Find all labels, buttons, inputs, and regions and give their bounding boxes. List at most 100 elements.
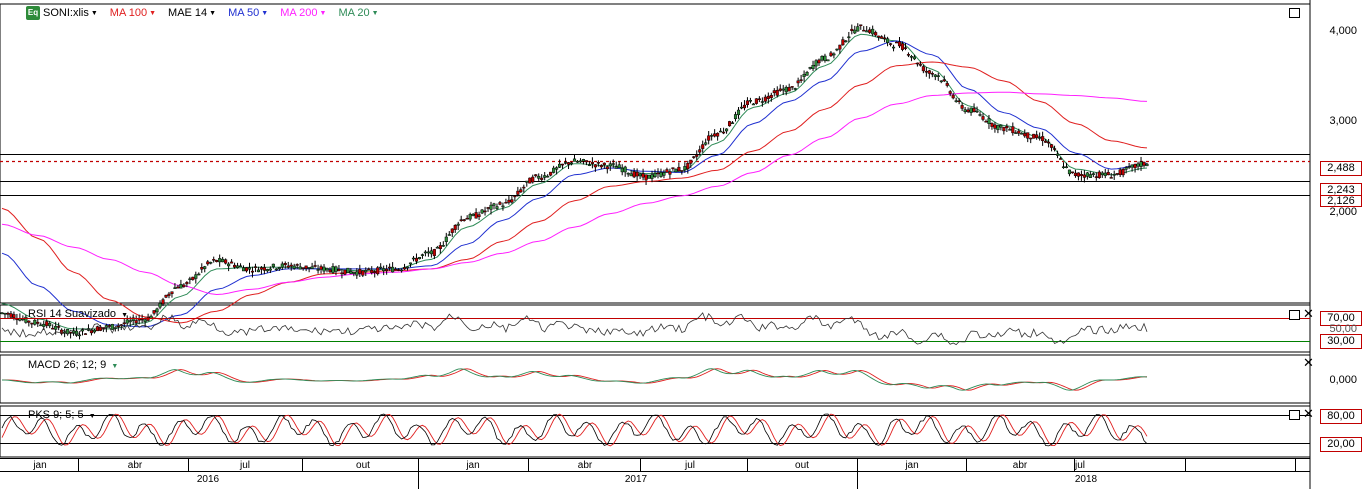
candle-body [838, 44, 842, 50]
candle-body [814, 60, 818, 67]
candle-body [808, 67, 812, 69]
candle-body [900, 43, 905, 50]
rsi-indicator-label[interactable]: RSI 14 Suavizado ▼ [28, 308, 128, 320]
pks-indicator-label[interactable]: PKS 9; 5; 5 ▼ [28, 409, 96, 421]
price-level-box: 2,243 [1320, 183, 1362, 198]
candle-body [334, 266, 338, 272]
candle-body [1020, 132, 1024, 135]
symbol-selector[interactable]: SONI:xlis ▼ [43, 7, 98, 19]
candle-body [626, 172, 630, 175]
candle-body [575, 161, 580, 163]
candle-body [549, 171, 553, 176]
candle-body [212, 259, 216, 261]
candle-body [769, 94, 773, 98]
candle-body [498, 202, 502, 205]
candle-body [379, 266, 383, 269]
candle-body [152, 310, 156, 314]
indicator-item[interactable]: MA 50 ▼ [228, 7, 268, 19]
candle-body [429, 250, 433, 255]
candle-body [516, 190, 520, 195]
candle-body [238, 265, 243, 268]
candle-body [739, 106, 744, 109]
candle-body [903, 47, 908, 49]
month-label: jul [239, 460, 251, 471]
close-macd-icon[interactable]: ✕ [1303, 355, 1314, 370]
candle-body [382, 268, 386, 272]
candle-body [42, 323, 46, 327]
candle-body [1023, 133, 1027, 137]
candle-body [0, 312, 4, 314]
candle-body [566, 162, 571, 165]
candle-body [972, 108, 976, 112]
candle-body [713, 133, 717, 137]
macd-indicator-label[interactable]: MACD 26; 12; 9 ▼ [28, 359, 118, 371]
maximize-rsi-button[interactable] [1289, 310, 1300, 320]
candle-body [495, 206, 499, 209]
candle-body [581, 159, 585, 162]
candle-body [641, 173, 645, 178]
candle-body [1088, 174, 1092, 178]
macd-line [1, 368, 1148, 391]
candle-body [1035, 134, 1039, 139]
candle-body [963, 109, 967, 113]
candle-body [1130, 164, 1134, 168]
candle-body [1017, 130, 1021, 134]
candle-body [978, 114, 982, 116]
candle-body [331, 266, 335, 273]
candle-body [736, 109, 741, 116]
maximize-pks-button[interactable] [1289, 410, 1300, 420]
indicator-label: MAE 14 [168, 7, 208, 19]
close-rsi-icon[interactable]: ✕ [1303, 306, 1314, 321]
candle-body [456, 223, 460, 226]
candle-body [564, 162, 568, 164]
candle-body [936, 75, 940, 77]
candle-body [277, 267, 281, 269]
close-pks-icon[interactable]: ✕ [1303, 406, 1314, 421]
indicator-list: MA 100 ▼ MAE 14 ▼ MA 50 ▼ MA 200 ▼ MA 20 ▼ [110, 7, 391, 19]
candle-body [891, 46, 896, 49]
candle-body [569, 162, 574, 165]
candle-body [370, 269, 374, 273]
candle-body [593, 164, 597, 168]
candle-body [653, 173, 657, 177]
candle-body [259, 267, 263, 270]
indicator-label: MA 100 [109, 7, 148, 19]
candle-body [388, 266, 392, 269]
indicator-item[interactable]: MA 20 ▼ [338, 7, 378, 19]
candle-body [915, 62, 919, 65]
candle-body [510, 199, 514, 203]
candle-body [1133, 163, 1137, 169]
maximize-panel-button[interactable] [1289, 8, 1300, 18]
indicator-item[interactable]: MAE 14 ▼ [168, 7, 216, 19]
candle-body [537, 175, 541, 179]
candle-body [45, 321, 49, 326]
candle-body [215, 259, 219, 262]
candle-body [1070, 171, 1075, 174]
candle-body [939, 80, 943, 83]
month-label: jan [905, 460, 919, 471]
candle-body [337, 269, 341, 272]
month-label: out [795, 460, 809, 471]
candle-body [1139, 161, 1143, 167]
candle-body [683, 166, 687, 171]
candle-body [927, 70, 931, 74]
candle-body [125, 319, 129, 324]
equity-badge[interactable]: Eq [26, 6, 40, 20]
candle-body [707, 135, 711, 141]
candle-body [271, 263, 275, 267]
candle-body [250, 270, 255, 273]
candle-body [1076, 172, 1080, 177]
indicator-item[interactable]: MA 200 ▼ [280, 7, 326, 19]
candle-body [880, 36, 884, 39]
candle-body [230, 261, 234, 264]
candle-body [760, 101, 764, 103]
candle-body [233, 264, 237, 268]
candle-body [131, 317, 135, 321]
candle-body [1091, 173, 1095, 175]
candle-body [644, 174, 648, 181]
rsi-mid-tick: 50,00 [1329, 323, 1357, 335]
indicator-item[interactable]: MA 100 ▼ [110, 7, 156, 19]
price-tick: 3,000 [1329, 115, 1357, 127]
candle-body [394, 268, 398, 271]
candle-body [1115, 173, 1119, 175]
